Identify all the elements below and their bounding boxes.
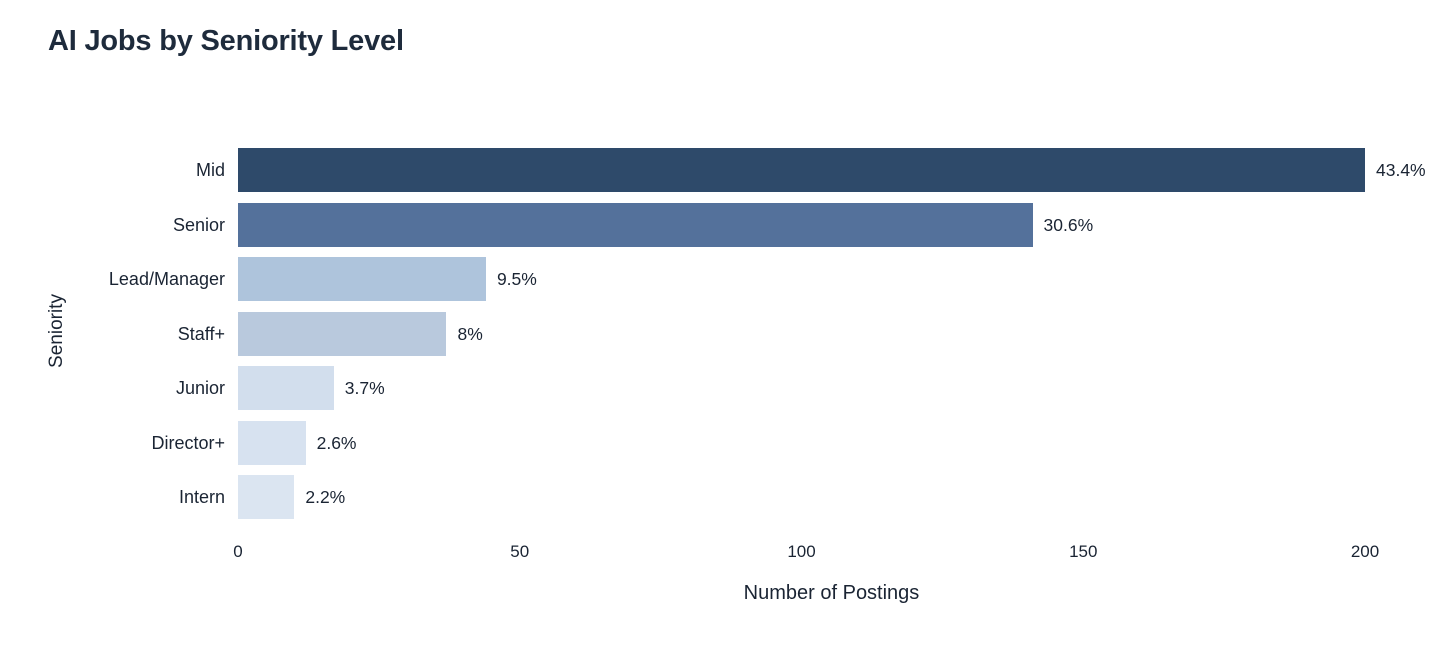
x-tick-label: 200 — [1350, 542, 1380, 561]
value-label: 2.2% — [305, 487, 346, 507]
category-label: Junior — [175, 378, 225, 398]
category-label: Staff+ — [177, 323, 225, 344]
bar — [238, 257, 486, 301]
bar-row: Junior 3.7% — [0, 366, 1456, 410]
value-label: 30.6% — [1043, 214, 1094, 235]
chart-title: AI Jobs by Seniority Level — [48, 25, 404, 57]
bar-row: Intern 2.2% — [0, 475, 1456, 519]
bar-row: Director+ 2.6% — [0, 420, 1456, 465]
bar-row: Lead/Manager 9.5% — [0, 257, 1456, 301]
x-tick-label: 0 — [233, 542, 243, 561]
value-label: 3.7% — [344, 378, 385, 398]
category-label: Lead/Manager — [108, 269, 225, 289]
bar-row: Mid 43.4% — [0, 148, 1456, 192]
value-label: 2.6% — [316, 432, 357, 453]
bar — [238, 202, 1033, 247]
bar — [238, 148, 1365, 192]
category-label: Senior — [172, 214, 225, 235]
x-tick-label: 150 — [1069, 542, 1098, 561]
bar — [238, 366, 334, 410]
x-axis-title: Number of Postings — [743, 582, 920, 604]
value-label: 9.5% — [496, 269, 537, 289]
x-tick-label: 100 — [787, 542, 816, 561]
x-tick-label: 50 — [510, 542, 530, 561]
value-label: 8% — [457, 323, 483, 344]
bar-row: Staff+ 8% — [0, 311, 1456, 356]
category-label: Director+ — [151, 432, 225, 453]
value-label: 43.4% — [1376, 160, 1426, 180]
category-label: Intern — [178, 487, 225, 507]
bar-row: Senior 30.6% — [0, 202, 1456, 247]
category-label: Mid — [195, 160, 225, 180]
bar — [238, 311, 447, 356]
bar — [238, 420, 306, 465]
bar — [238, 475, 295, 519]
